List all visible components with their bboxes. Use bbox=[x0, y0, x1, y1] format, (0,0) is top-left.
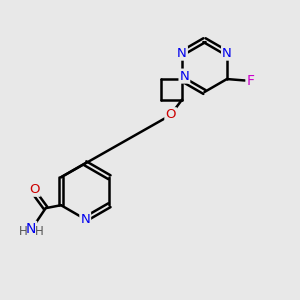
Text: F: F bbox=[247, 74, 254, 88]
Text: N: N bbox=[179, 70, 189, 83]
Text: N: N bbox=[26, 222, 36, 236]
Text: O: O bbox=[29, 183, 40, 196]
Text: O: O bbox=[166, 109, 176, 122]
Text: N: N bbox=[80, 213, 90, 226]
Text: N: N bbox=[222, 46, 232, 60]
Text: H: H bbox=[35, 225, 44, 238]
Text: H: H bbox=[19, 225, 27, 238]
Text: N: N bbox=[177, 46, 187, 60]
Text: O: O bbox=[166, 109, 176, 122]
